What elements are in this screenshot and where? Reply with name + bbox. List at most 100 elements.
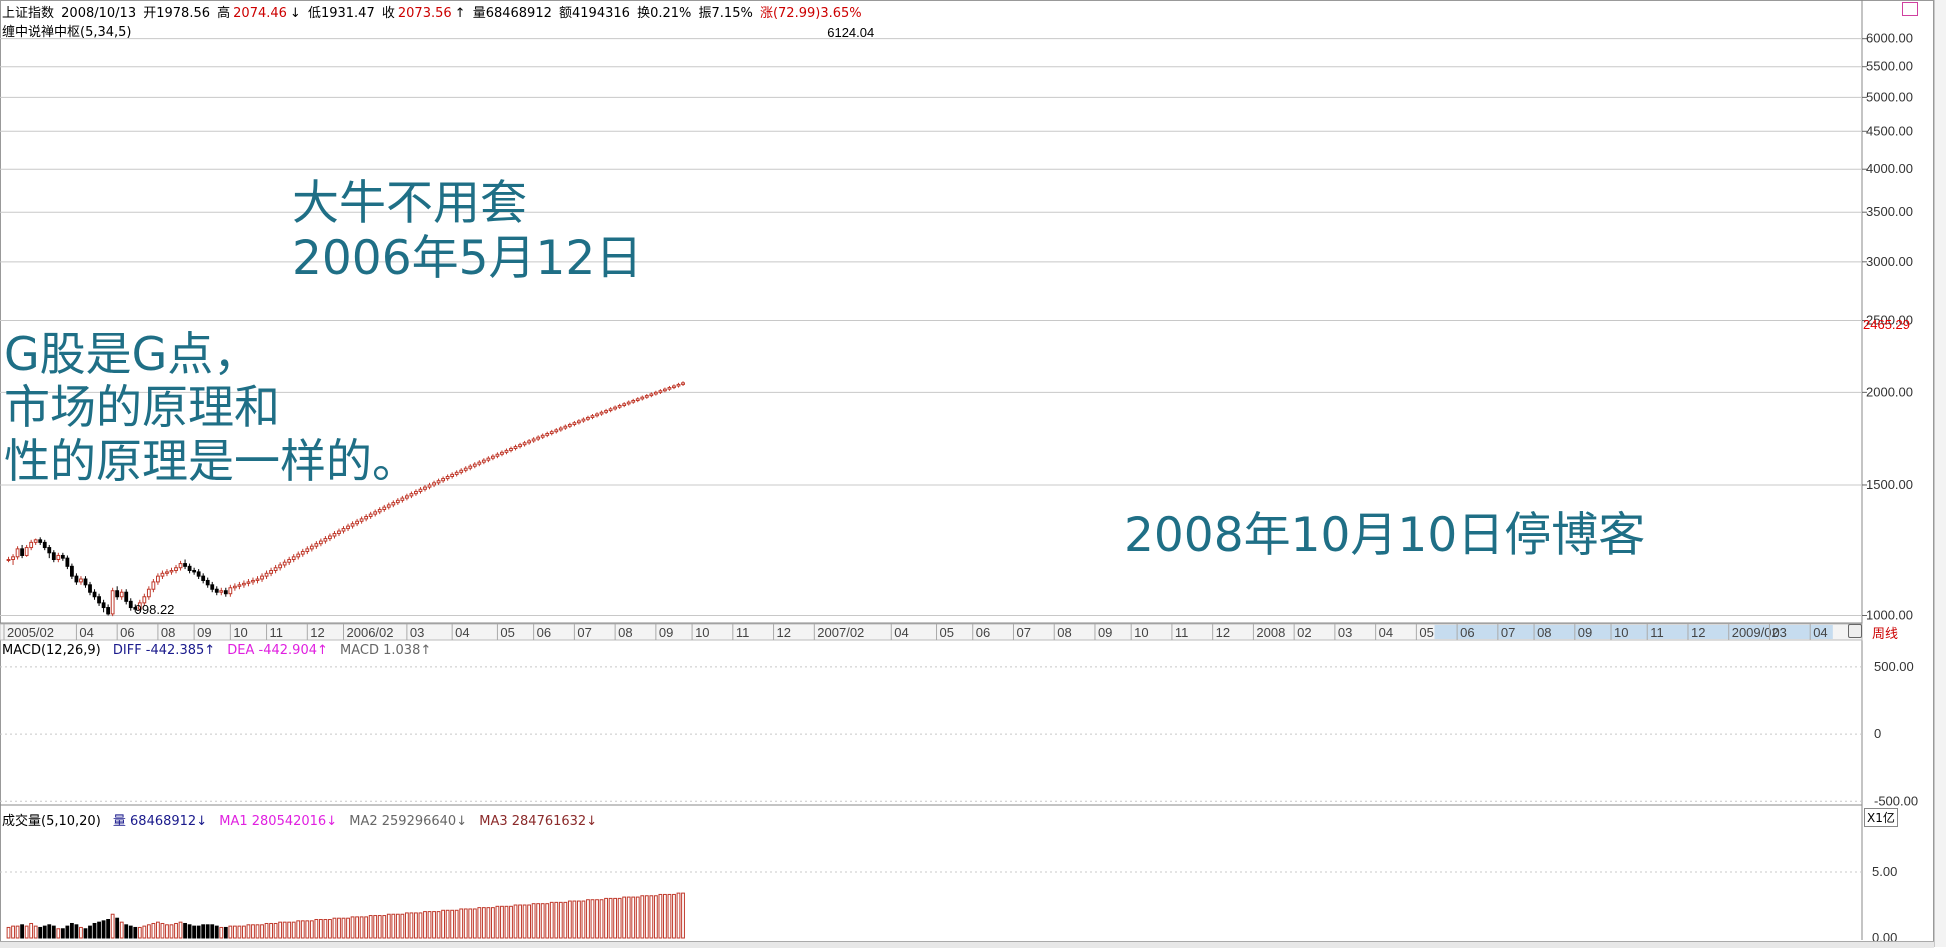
candle-body	[364, 516, 369, 520]
volume-bar	[291, 921, 296, 939]
macd-diff-label: DIFF -442.385↑	[112, 643, 216, 658]
annotation-title-line2: 2006年5月12日	[292, 231, 643, 287]
volume-bar	[513, 904, 518, 939]
candle-body	[332, 533, 337, 537]
candle-body	[563, 425, 568, 429]
candle-body	[595, 413, 599, 417]
quote-open: 开1978.56	[143, 6, 210, 21]
time-tick-label: 10	[233, 625, 247, 640]
volume-bar	[242, 925, 246, 939]
volume-bar	[531, 903, 536, 939]
volume-bar	[282, 921, 287, 939]
candle-body	[106, 607, 111, 615]
crosshair-icon[interactable]	[1848, 624, 1862, 638]
volume-bar	[273, 922, 278, 939]
volume-bar	[128, 925, 133, 939]
volume-bar	[337, 917, 341, 939]
volume-bar	[549, 901, 554, 939]
volume-bar	[269, 922, 273, 939]
candle-body	[201, 575, 206, 581]
volume-bar	[97, 921, 101, 939]
volume-bar	[427, 911, 432, 939]
volume-bar	[341, 917, 346, 939]
time-tick-label: 2008	[1256, 625, 1285, 640]
candle-body	[287, 558, 292, 563]
time-axis-bar	[0, 623, 1863, 641]
candle-body	[156, 575, 160, 583]
volume-bar	[391, 913, 396, 939]
volume-bar	[183, 922, 187, 939]
volume-bar	[355, 916, 359, 939]
volume-bar	[558, 901, 563, 939]
quote-turnover: 换0.21%	[637, 6, 692, 21]
volume-bar	[477, 907, 482, 939]
candle-body	[337, 530, 341, 535]
candle-body	[205, 579, 210, 586]
volume-bar	[373, 915, 378, 939]
time-tick-label: 10	[1614, 625, 1628, 640]
volume-bar	[608, 897, 613, 939]
quote-low: 低1931.47	[307, 6, 375, 21]
volume-bar	[56, 928, 61, 939]
bottom-tab-strip[interactable]	[0, 941, 1934, 948]
volume-bar	[300, 920, 305, 939]
volume-bar	[653, 895, 658, 939]
candle-body	[133, 607, 138, 610]
candle-body	[486, 457, 491, 461]
volume-bar	[581, 900, 586, 939]
candle-body	[631, 400, 636, 403]
candle-body	[581, 418, 586, 422]
volume-bar	[364, 916, 369, 939]
macd-dea-label: DEA -442.904↑	[227, 643, 328, 658]
price-tick-label: 5500.00	[1866, 59, 1913, 74]
volume-bar	[577, 900, 581, 939]
volume-bar	[214, 925, 219, 939]
time-tick-label: 04	[894, 625, 908, 640]
volume-bar	[251, 924, 255, 939]
right-scrollbar[interactable]	[1934, 0, 1946, 947]
time-tick-label: 11	[1650, 625, 1664, 640]
annotation-bottom-right: 2008年10月10日停博客	[1124, 508, 1646, 563]
time-tick-label: 12	[1691, 625, 1705, 640]
candle-body	[495, 453, 500, 457]
candle-body	[214, 588, 219, 593]
macd-title: MACD(12,26,9)	[2, 643, 101, 658]
candle-body	[477, 461, 482, 465]
volume-bar	[590, 899, 595, 939]
volume-bar	[346, 917, 350, 939]
corner-marker-icon[interactable]	[1902, 2, 1918, 16]
candle-body	[658, 390, 663, 393]
volume-bar	[6, 926, 11, 939]
time-tick-label: 06	[537, 625, 551, 640]
candle-body	[110, 590, 115, 615]
period-button[interactable]: 周线	[1872, 627, 1899, 642]
candle-body	[119, 591, 124, 598]
volume-vol-label: 量 68468912↓	[112, 814, 208, 829]
volume-bar	[192, 925, 197, 939]
annotation-title-line1: 大牛不用套	[292, 176, 527, 231]
candle-body	[667, 387, 672, 390]
high-value: 2074.46	[233, 6, 287, 21]
volume-bar	[545, 903, 550, 939]
candle-body	[672, 385, 676, 389]
volume-bar	[110, 913, 115, 939]
time-tick-label: 02	[1297, 625, 1311, 640]
volume-tick-label: 5.00	[1872, 864, 1897, 879]
indicator-name: 缠中说禅中枢(5,34,5)	[2, 25, 132, 40]
volume-bar	[219, 926, 224, 939]
price-tick-label: 2500.00	[1866, 313, 1913, 328]
time-tick-label: 05	[1419, 625, 1433, 640]
volume-bar	[414, 912, 418, 939]
volume-bar	[146, 924, 151, 939]
candle-body	[622, 403, 627, 406]
candle-body	[196, 571, 201, 577]
candle-body	[124, 591, 129, 602]
candle-body	[377, 508, 382, 513]
candle-body	[409, 493, 414, 497]
volume-ma2-label: MA2 259296640↓	[349, 814, 468, 829]
candle-body	[142, 596, 147, 604]
quote-close: 收 2073.56 ↑	[381, 6, 466, 21]
volume-bar	[518, 904, 522, 939]
